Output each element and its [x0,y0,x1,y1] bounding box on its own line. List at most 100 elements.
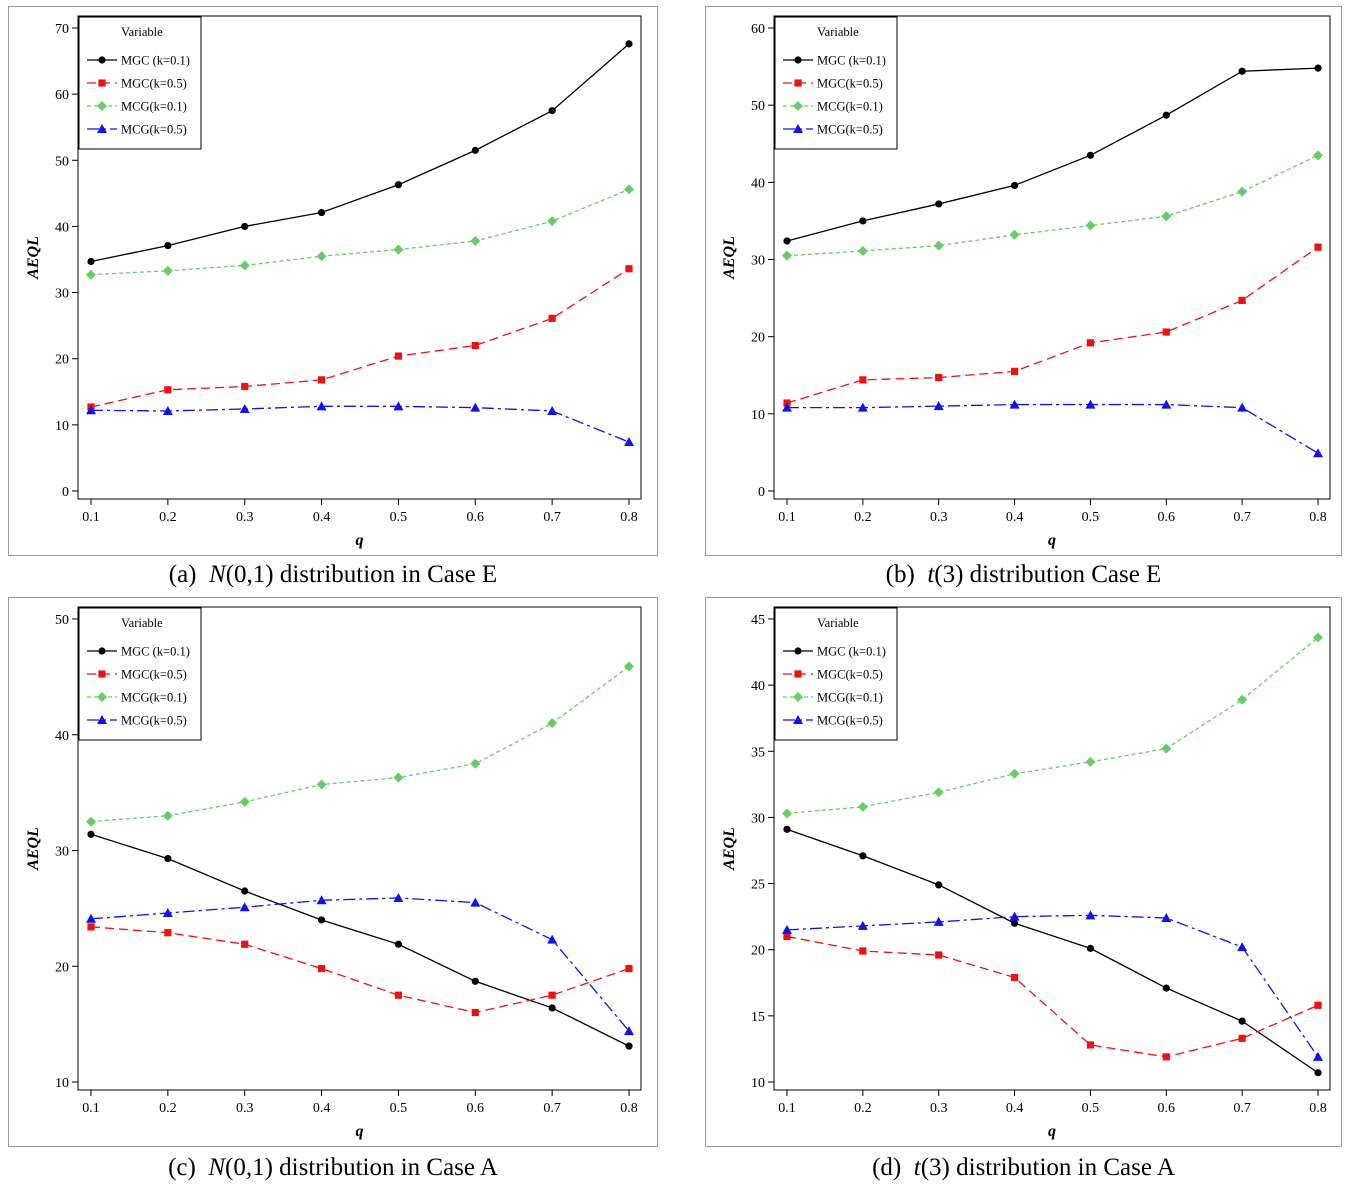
data-point [625,1042,633,1050]
data-point [1010,919,1019,927]
data-point [393,401,404,411]
x-tick-label: 0.5 [1082,510,1100,525]
data-point [857,246,868,257]
caption-a: (a) N(0,1) distribution in Case E [8,561,658,589]
data-point [471,977,479,985]
legend-entry-label: MGC(k=0.5) [121,77,187,91]
series-line [787,403,1319,454]
caption-d: (d) t(3) distribution in Case A [705,1154,1342,1182]
series-1 [87,40,633,266]
x-tick-label: 0.8 [620,1101,638,1116]
data-point [783,237,791,245]
legend-entry-label: MGC (k=0.1) [817,54,886,68]
y-tick-label: 25 [751,878,765,893]
x-tick-label: 0.8 [620,510,638,525]
legend-entry-label: MGC(k=0.5) [817,668,883,682]
data-point [1313,632,1323,643]
data-point [241,887,249,895]
legend-entry-label: MGC (k=0.1) [121,54,190,68]
data-point [87,830,95,838]
x-tick-label: 0.6 [467,1101,485,1116]
data-point [859,217,867,225]
data-point [782,250,792,261]
x-tick-label: 0.7 [543,510,561,525]
data-point [1314,1001,1322,1009]
data-point [241,382,249,391]
caption-d-dist: t [913,1154,921,1181]
data-point [857,801,868,812]
y-tick-label: 60 [751,22,765,37]
legend-swatch-marker [97,692,107,702]
legend-title: Variable [121,616,163,630]
data-point [1162,1053,1170,1061]
data-point [241,940,249,948]
data-point [1314,243,1322,251]
data-point [241,222,249,231]
x-tick-label: 0.2 [854,510,872,525]
legend-swatch-marker [794,56,802,64]
legend-entry-label: MCG(k=0.1) [817,691,883,705]
series-2 [783,243,1322,407]
x-tick-label: 0.3 [236,510,254,525]
data-point [1085,756,1096,767]
x-tick-label: 0.6 [1158,510,1176,525]
data-point [239,403,250,413]
y-tick-label: 40 [55,220,69,235]
y-tick-label: 60 [55,88,69,103]
data-point [1009,768,1020,779]
caption-c-rest: distribution in Case A [279,1154,498,1181]
legend-swatch-marker [794,647,802,655]
series-3 [86,184,634,280]
x-tick-label: 0.7 [1233,1101,1251,1116]
caption-c-dist: N [208,1154,226,1181]
caption-a-dist: N [209,561,226,588]
series-line [90,268,630,408]
legend-swatch-marker [97,101,107,111]
data-point [1162,328,1170,336]
series-line [786,637,1319,815]
y-tick-label: 0 [62,485,69,500]
series-4 [782,399,1323,458]
data-point [86,405,96,415]
legend-entry-label: MGC (k=0.1) [121,645,190,659]
series-line [90,897,630,1032]
series-3 [782,150,1323,261]
plot-area-frame [77,15,642,500]
y-axis-label: AEQL [25,827,42,871]
series-line [90,43,630,263]
y-tick-label: 20 [55,960,69,975]
data-point [625,40,633,48]
series-4 [86,892,634,1036]
y-tick-label: 30 [55,845,69,860]
data-point [547,216,558,227]
legend-swatch-marker [98,647,106,655]
caption-b-dist: t [927,561,935,588]
series-line [90,188,630,276]
data-point [162,265,173,276]
data-point [1238,296,1246,304]
plot-area-frame [773,606,1331,1091]
caption-b-rest: distribution Case E [969,561,1162,588]
x-tick-label: 0.5 [390,510,408,525]
x-tick-label: 0.2 [854,1101,872,1116]
caption-d-params: (3) [920,1154,950,1181]
data-point [859,376,867,384]
series-line [786,914,1319,1058]
data-point [933,916,944,926]
data-point [317,964,326,973]
x-tick-label: 0.1 [778,1101,796,1116]
data-point [624,184,634,195]
x-tick-label: 0.1 [778,510,796,525]
x-axis-label: q [1048,1123,1056,1140]
plot-area-frame [77,606,642,1091]
legend: Variable MGC (k=0.1) MGC(k=0.5) MCG(k=0.1) M… [78,607,202,741]
data-point [1085,910,1096,920]
legend-entry-label: MCG(k=0.5) [817,714,883,728]
data-point [87,257,95,266]
legend-entry-label: MCG(k=0.1) [121,691,187,705]
y-tick-label: 0 [758,485,765,500]
series-2 [783,932,1322,1061]
data-point [933,787,944,798]
data-point [1314,64,1322,72]
x-tick-label: 0.5 [1082,1101,1100,1116]
